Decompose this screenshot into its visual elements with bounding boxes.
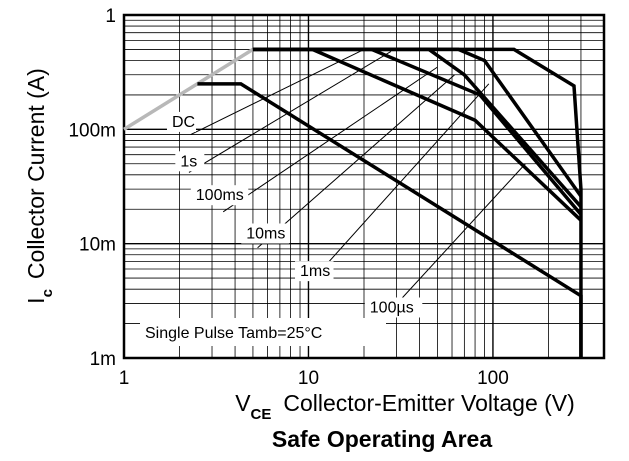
y-axis-label-prefix: I bbox=[23, 297, 49, 303]
label-bg-dc bbox=[166, 111, 196, 132]
limit-line bbox=[123, 47, 254, 131]
y-axis-label-text: Collector Current (A) bbox=[23, 68, 49, 279]
y-tick-label: 1m bbox=[90, 349, 116, 370]
label-10ms: 10ms bbox=[246, 225, 285, 242]
plot-frame bbox=[122, 13, 606, 360]
label-dc: DC bbox=[172, 114, 195, 131]
chart-title: Safe Operating Area bbox=[272, 426, 492, 452]
label-bg-1s bbox=[175, 151, 205, 172]
leader-line bbox=[188, 51, 392, 173]
curves bbox=[123, 47, 583, 358]
label-100ms: 100ms bbox=[196, 187, 244, 204]
annotation: Single Pulse Tamb=25°C bbox=[145, 325, 322, 342]
x-axis-label-text: Collector-Emitter Voltage (V) bbox=[283, 390, 574, 416]
curve-100us bbox=[252, 47, 583, 358]
label-100us: 100µs bbox=[370, 300, 414, 317]
y-axis-label: Ic Collector Current (A) bbox=[23, 68, 56, 304]
label-bg-100us bbox=[364, 297, 423, 318]
leader-line bbox=[190, 48, 365, 136]
label-1ms: 1ms bbox=[300, 263, 330, 280]
y-tick-label: 100m bbox=[68, 120, 116, 141]
annotation-background bbox=[140, 318, 386, 346]
x-tick-label: 10 bbox=[298, 368, 319, 389]
leader-line bbox=[257, 74, 455, 249]
x-tick-label: 1 bbox=[119, 368, 130, 389]
label-1s: 1s bbox=[180, 153, 197, 170]
curve-100ms bbox=[252, 47, 583, 216]
label-bg-10ms bbox=[241, 223, 290, 244]
label-bg-100ms bbox=[190, 185, 249, 206]
x-tick-labels: 1 10 100 bbox=[119, 368, 509, 389]
y-tick-label: 10m bbox=[79, 235, 116, 256]
curve-labels: DC 1s 100ms 10ms 1ms 100µs bbox=[166, 111, 423, 318]
label-bg-1ms bbox=[295, 261, 334, 282]
y-tick-label: 1 bbox=[105, 6, 116, 27]
leader-line bbox=[384, 163, 526, 317]
grid bbox=[124, 15, 604, 358]
x-axis-label-prefix: V bbox=[235, 390, 251, 416]
x-axis-label-sub: CE bbox=[251, 406, 272, 423]
x-axis-label: VCE Collector-Emitter Voltage (V) bbox=[235, 390, 575, 423]
y-axis-label-sub: c bbox=[39, 289, 56, 297]
y-tick-labels: 1m 10m 100m 1 bbox=[68, 6, 116, 370]
x-tick-label: 100 bbox=[477, 368, 509, 389]
